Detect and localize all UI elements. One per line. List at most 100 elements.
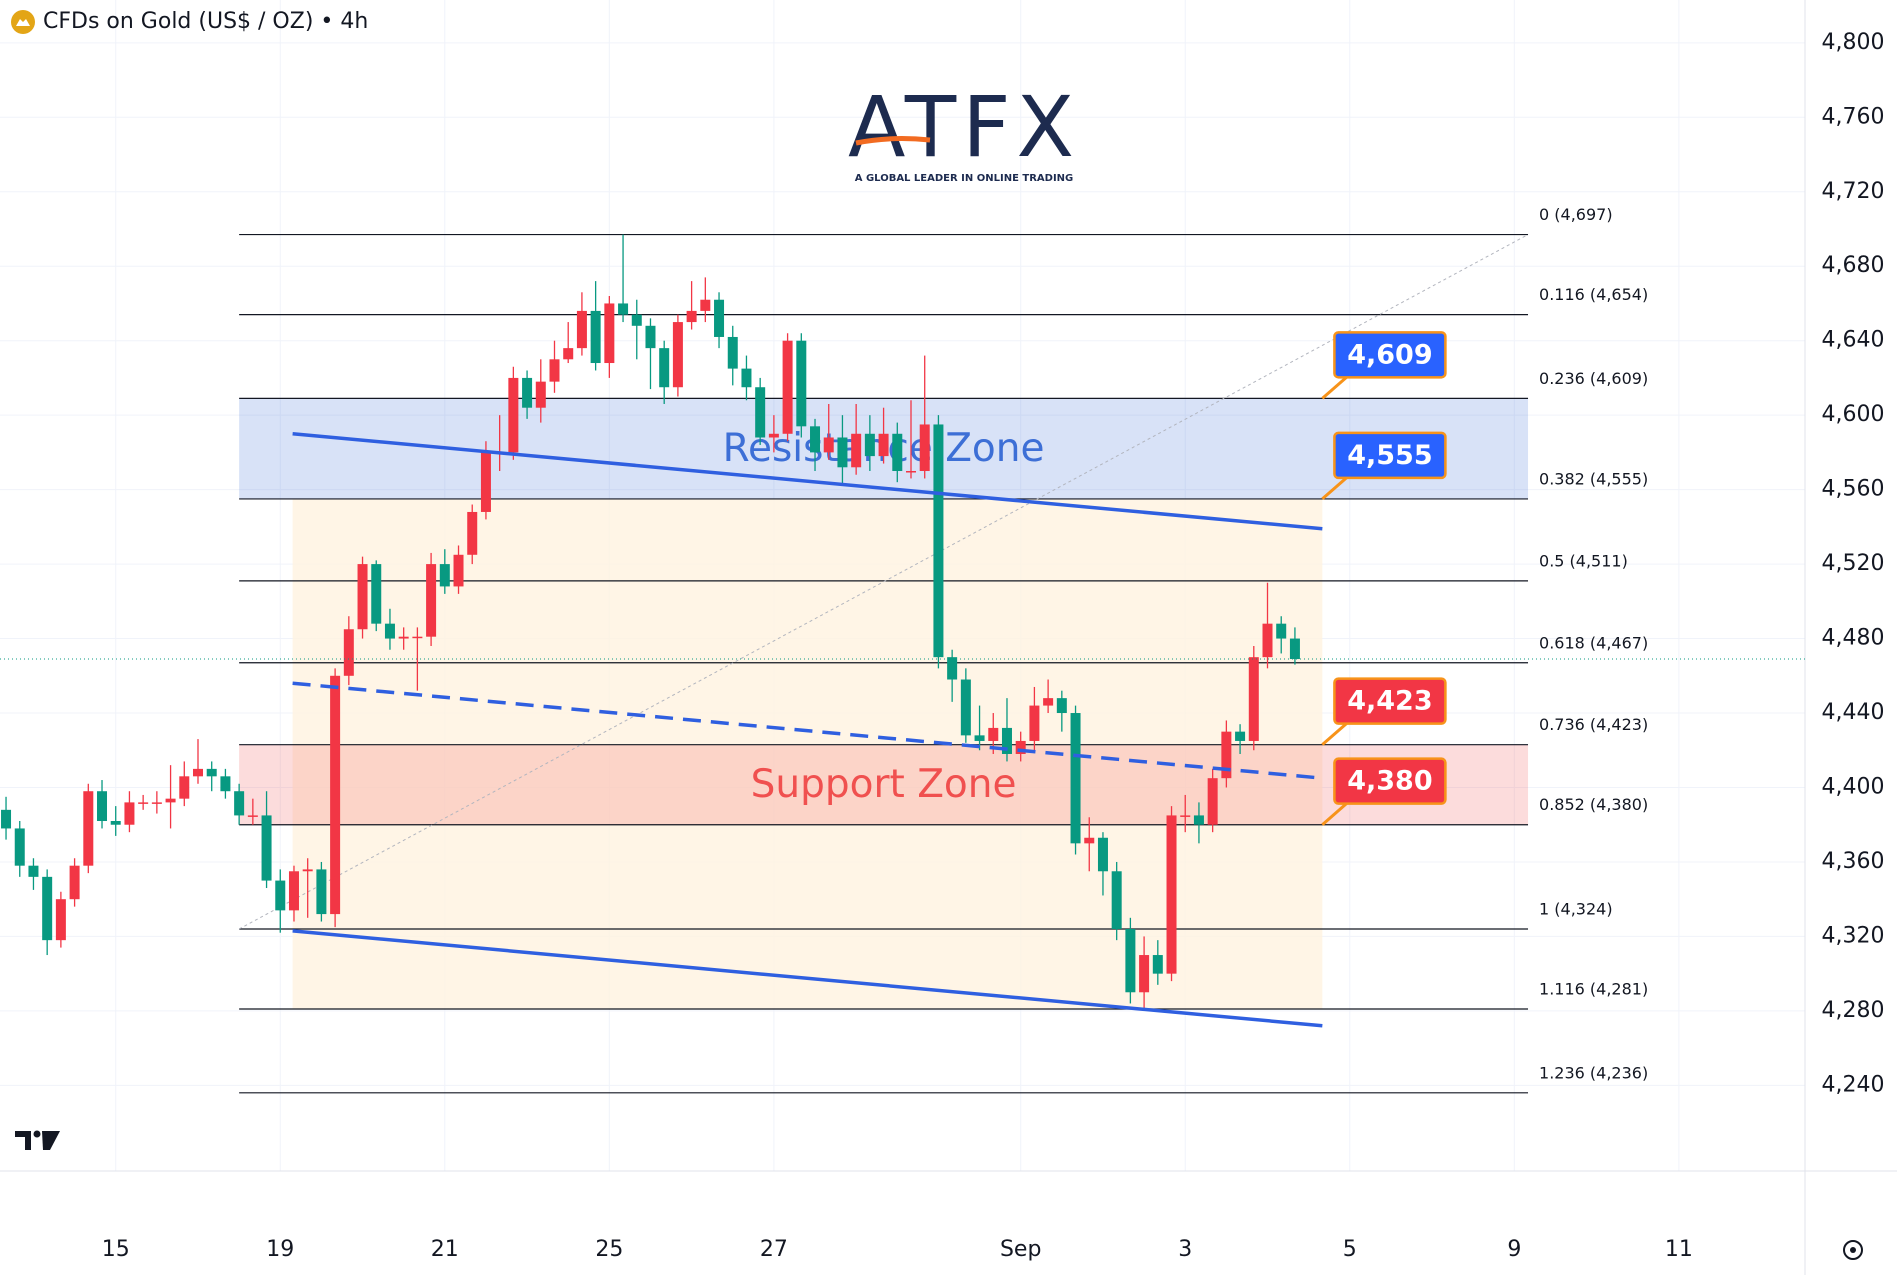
candle-body <box>302 869 313 872</box>
price-tag-label: 4,609 <box>1347 339 1432 370</box>
candle-body <box>467 511 478 555</box>
candle-body <box>590 310 601 364</box>
chart-title: CFDs on Gold (US$ / OZ) • 4h <box>43 9 368 34</box>
candle-body <box>576 310 587 349</box>
fib-label: 0.116 (4,654) <box>1539 285 1648 304</box>
x-tick-label: 19 <box>266 1237 294 1262</box>
y-tick-label: 4,280 <box>1822 998 1885 1023</box>
candle-body <box>810 426 821 453</box>
fib-label: 0.618 (4,467) <box>1539 633 1648 652</box>
candle-body <box>549 359 560 382</box>
y-tick-label: 4,720 <box>1822 179 1885 204</box>
candle-body <box>1152 955 1163 974</box>
x-tick-label: 9 <box>1507 1237 1521 1262</box>
candle-body <box>97 791 108 822</box>
x-tick-label: 11 <box>1665 1237 1693 1262</box>
x-tick-label: 27 <box>760 1237 788 1262</box>
y-tick-label: 4,360 <box>1822 849 1885 874</box>
candle-body <box>851 433 862 468</box>
candle-body <box>700 299 711 311</box>
y-tick-label: 4,480 <box>1822 626 1885 651</box>
candle-body <box>55 899 66 941</box>
candle-body <box>645 325 656 349</box>
candle-body <box>480 452 491 512</box>
x-tick-label: 15 <box>102 1237 130 1262</box>
settings-icon-dot[interactable] <box>1850 1247 1856 1253</box>
candle-body <box>247 815 258 817</box>
settings-icon[interactable] <box>1843 1240 1863 1260</box>
candle-body <box>412 636 423 639</box>
candle-body <box>878 433 889 457</box>
candle-body <box>439 564 450 587</box>
candle-body <box>1111 871 1122 929</box>
candle-body <box>1070 713 1081 844</box>
candle-body <box>28 865 39 877</box>
candle-body <box>919 424 930 472</box>
fib-label: 1.236 (4,236) <box>1539 1063 1648 1082</box>
candle-body <box>110 821 121 825</box>
candle-body <box>288 871 299 911</box>
candle-body <box>261 815 272 881</box>
trendline <box>292 432 1323 531</box>
candle-body <box>1235 731 1246 741</box>
candle-body <box>151 802 162 804</box>
price-tag <box>1333 757 1447 805</box>
y-tick-label: 4,680 <box>1822 253 1885 278</box>
candle-body <box>1125 928 1136 993</box>
tv-logo-part <box>15 1131 31 1150</box>
y-tick-label: 4,320 <box>1822 923 1885 948</box>
candle-body <box>947 657 958 680</box>
candle-body <box>426 564 437 637</box>
candle-body <box>1043 698 1054 706</box>
fib-label: 1 (4,324) <box>1539 899 1613 918</box>
candle-body <box>522 377 533 408</box>
candle-body <box>508 377 519 453</box>
price-tag-label: 4,555 <box>1347 440 1432 471</box>
fib-label: 0.5 (4,511) <box>1539 551 1628 570</box>
candle-body <box>234 791 245 816</box>
tag-pointer <box>1321 376 1348 400</box>
candle-body <box>316 869 327 915</box>
settings-icon-ring[interactable] <box>1843 1240 1863 1260</box>
candle-body <box>535 381 546 408</box>
main-layer: 4,240 4,280 4,320 4,360 4,400 4,440 4,480 4,520… <box>0 30 1884 1262</box>
candle-body <box>192 768 203 777</box>
y-tick-label: 4,640 <box>1822 328 1885 353</box>
candle-body <box>906 471 917 473</box>
x-tick-label: Sep <box>1000 1237 1041 1262</box>
y-tick-label: 4,520 <box>1822 551 1885 576</box>
price-tag-label: 4,423 <box>1347 686 1432 717</box>
candle-body <box>69 865 80 900</box>
fib-label: 0.736 (4,423) <box>1539 715 1648 734</box>
x-tick-label: 5 <box>1343 1237 1357 1262</box>
candle-body <box>1056 698 1067 714</box>
y-tick-label: 4,600 <box>1822 402 1885 427</box>
candle-body <box>1207 778 1218 825</box>
candle-body <box>768 433 779 438</box>
candle-body <box>672 322 683 388</box>
candle-body <box>892 433 903 472</box>
candle-body <box>330 675 341 915</box>
y-tick-label: 4,240 <box>1822 1072 1885 1097</box>
x-tick-label: 25 <box>595 1237 623 1262</box>
trendline <box>292 681 1323 780</box>
candle-body <box>165 798 176 803</box>
range-box <box>292 498 1323 1010</box>
candle-body <box>206 768 217 777</box>
price-tag <box>1333 431 1447 480</box>
fib-label: 0.382 (4,555) <box>1539 469 1648 488</box>
candle-body <box>782 340 793 434</box>
zone <box>239 744 1529 825</box>
y-tick-label: 4,440 <box>1822 700 1885 725</box>
fib-label: 0.852 (4,380) <box>1539 795 1648 814</box>
candle-body <box>14 828 25 866</box>
tag-pointer <box>1321 722 1348 746</box>
tag-pointer <box>1321 802 1348 826</box>
y-tick-label: 4,400 <box>1822 774 1885 799</box>
candle-body <box>1180 815 1191 817</box>
fib-label: 0 (4,697) <box>1539 205 1613 224</box>
candle-body <box>398 636 409 639</box>
candle-body <box>659 348 670 388</box>
candle-body <box>179 776 190 799</box>
candle-body <box>823 437 834 453</box>
